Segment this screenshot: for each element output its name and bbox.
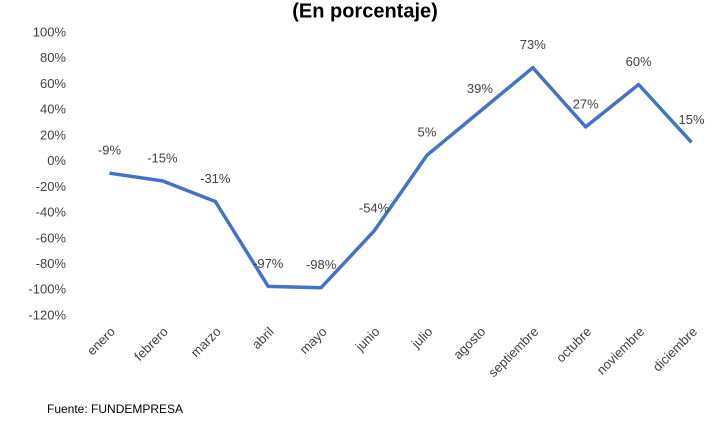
x-tick-label: agosto [450,324,488,362]
y-tick-label: 80% [40,50,66,65]
x-tick-label: marzo [188,324,224,360]
data-label: 39% [467,81,493,96]
y-tick-label: -100% [28,282,66,297]
source-note: Fuente: FUNDEMPRESA [47,402,183,416]
x-tick-label: diciembre [650,324,700,374]
data-label: 5% [418,125,437,140]
data-label: -97% [253,256,284,271]
x-tick-label: febrero [131,324,171,364]
x-tick-label: noviembre [594,324,648,378]
data-label: -54% [359,201,390,216]
x-tick-label: mayo [297,324,330,357]
y-tick-label: -60% [36,230,67,245]
chart-title: (En porcentaje) [292,0,438,22]
data-label: 60% [626,54,652,69]
y-tick-label: -80% [36,256,67,271]
x-tick-label: junio [352,324,383,355]
data-label: 27% [573,96,599,111]
x-tick-label: octubre [553,324,594,365]
data-label: -31% [200,171,231,186]
y-tick-label: 20% [40,127,66,142]
y-tick-label: -120% [28,307,66,322]
data-line [109,65,693,290]
data-label: 15% [679,112,705,127]
y-tick-label: 40% [40,102,66,117]
x-tick-label: septiembre [485,324,541,380]
y-tick-label: 100% [33,24,67,39]
data-label: 73% [520,37,546,52]
y-tick-label: -20% [36,179,67,194]
y-tick-label: 0% [47,153,66,168]
y-tick-label: 60% [40,76,66,91]
y-tick-label: -40% [36,205,67,220]
data-label: -98% [306,257,337,272]
data-label: -9% [98,143,122,158]
data-label: -15% [147,150,178,165]
x-tick-label: enero [84,324,118,358]
x-tick-label: abril [249,324,277,352]
x-tick-label: julio [408,324,436,352]
